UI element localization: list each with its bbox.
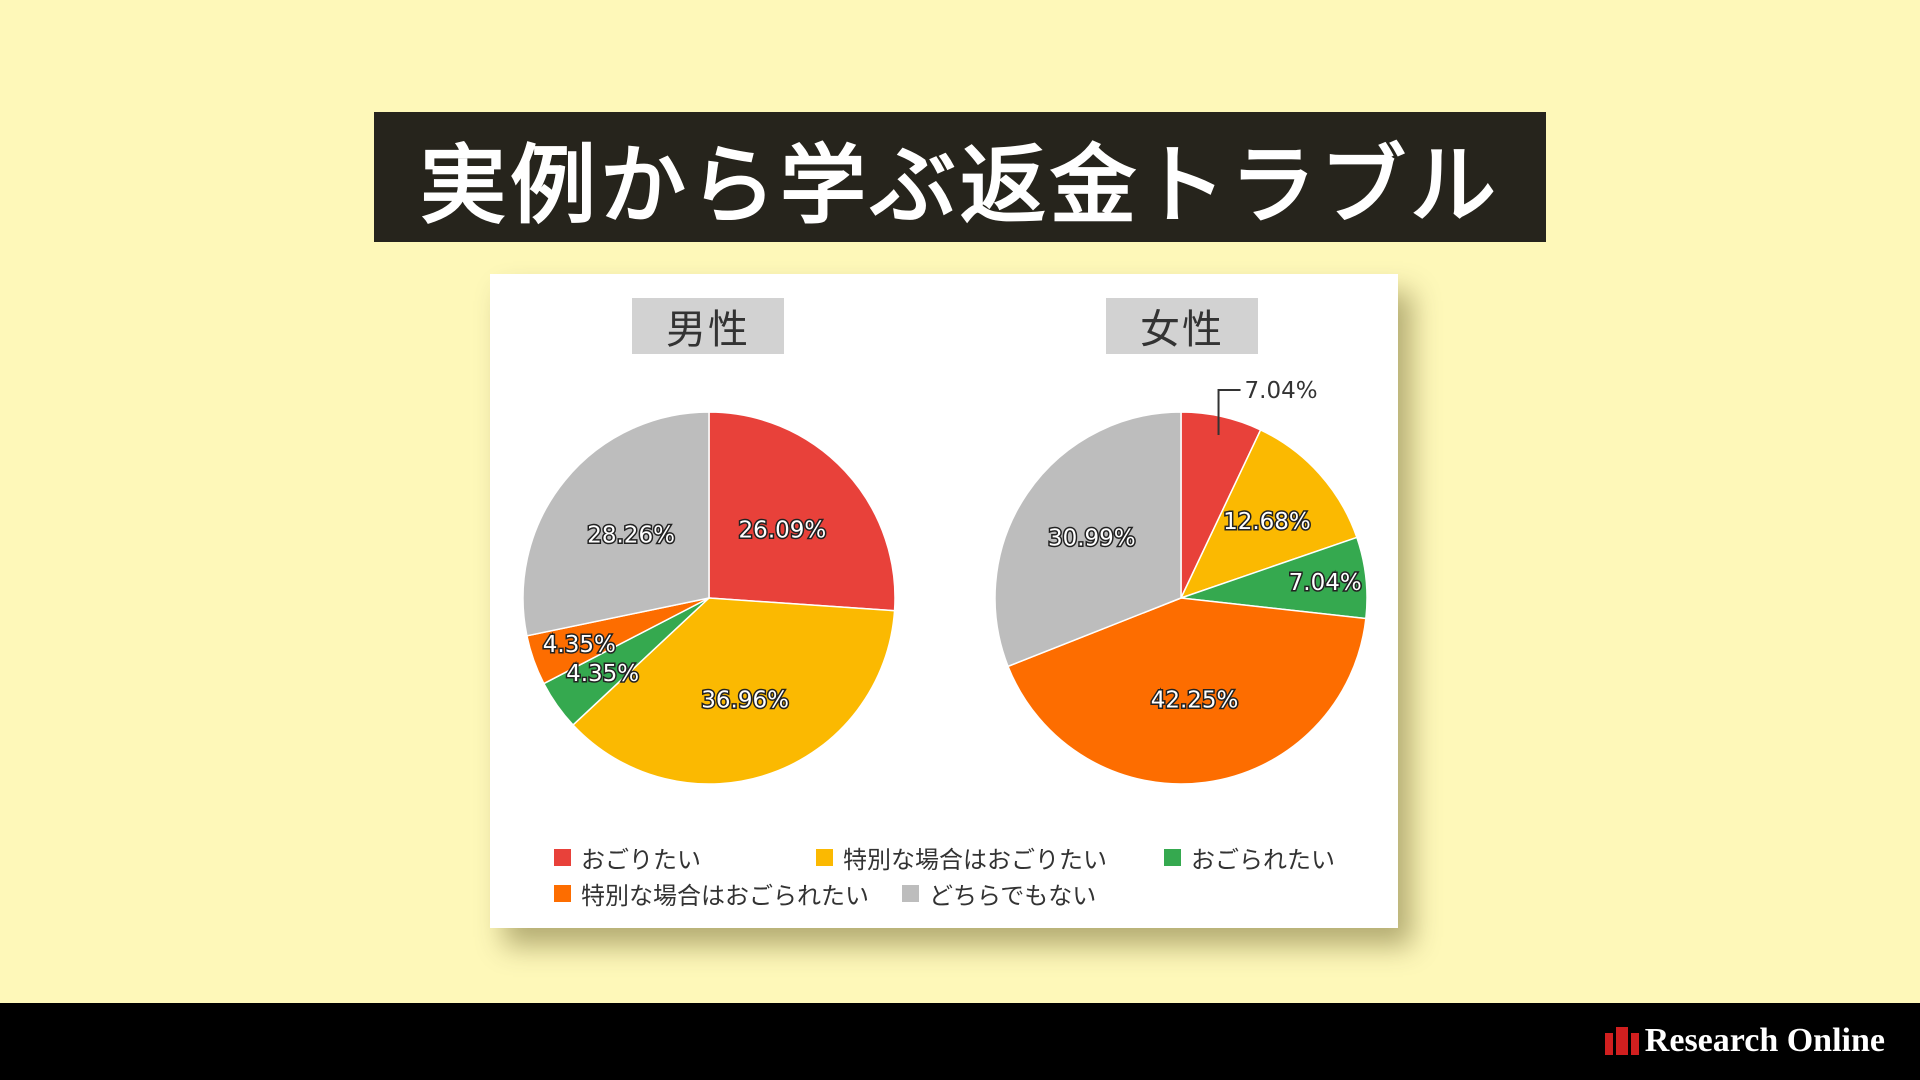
male-slice-4 [522, 411, 710, 637]
legend-item-ogoraretai: おごられたい [1164, 840, 1335, 875]
legend-label: どちらでもない [929, 882, 1097, 910]
female-label-2: 7.04% [1289, 570, 1362, 596]
male-label-1: 36.96% [701, 688, 789, 714]
female-label-1: 12.68% [1223, 509, 1311, 535]
legend-swatch [554, 885, 571, 902]
male-label-2: 4.35% [566, 661, 639, 687]
chart-card: 男性 女性 26.09% 36.96% 4.35% 4.35% 28.26% 7.04% 1… [490, 274, 1398, 928]
legend-swatch [1164, 849, 1181, 866]
legend-swatch [554, 849, 571, 866]
page-title: 実例から学ぶ返金トラブル [374, 112, 1546, 242]
legend-swatch [816, 849, 833, 866]
female-label-4: 30.99% [1048, 525, 1136, 551]
pie-charts: 26.09% 36.96% 4.35% 4.35% 28.26% 7.04% 12.68% 7… [522, 378, 1368, 785]
legend-item-dochiradeMonai: どちらでもない [902, 876, 1096, 911]
legend-item-tokubetsu-ogoritai: 特別な場合はおごりたい [816, 840, 1107, 875]
male-slice-0 [708, 411, 896, 612]
male-label-3: 4.35% [543, 632, 616, 658]
legend-swatch [902, 885, 919, 902]
brand-icon [1604, 1027, 1639, 1055]
legend-label: おごられたい [1191, 846, 1335, 874]
footer-bar: Research Online [0, 1003, 1920, 1080]
legend-label: おごりたい [581, 846, 701, 874]
legend-label: 特別な場合はおごられたい [581, 882, 869, 910]
legend-label: 特別な場合はおごりたい [843, 846, 1107, 874]
male-slice-1 [572, 597, 896, 785]
female-label-0: 7.04% [1245, 378, 1318, 404]
female-label-3: 42.25% [1151, 687, 1239, 713]
male-pie-title: 男性 [632, 298, 784, 354]
female-pie-title: 女性 [1106, 298, 1258, 354]
female-slice-4 [994, 411, 1182, 668]
legend-item-tokubetsu-ogoraretai: 特別な場合はおごられたい [554, 876, 869, 911]
female-slice-3 [1007, 597, 1367, 785]
brand-logo[interactable]: Research Online [1604, 1021, 1885, 1061]
female-slice-1 [1179, 428, 1358, 600]
female-callout-line [1217, 389, 1241, 436]
legend-item-ogoritai: おごりたい [554, 840, 701, 875]
male-label-4: 28.26% [587, 523, 675, 549]
male-label-0: 26.09% [739, 517, 827, 543]
brand-name: Research Online [1644, 1022, 1885, 1059]
